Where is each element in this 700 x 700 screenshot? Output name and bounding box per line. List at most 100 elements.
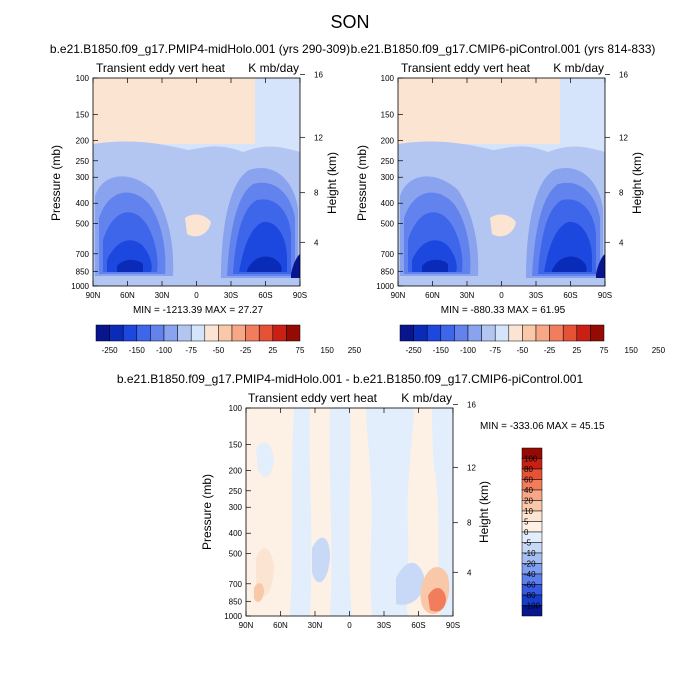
colorbar-swatch	[549, 324, 564, 342]
y-tick-label: 200	[381, 137, 395, 146]
y-tick-label: 500	[229, 549, 243, 558]
x-tick-label: 90N	[86, 291, 101, 300]
x-tick-label: 30N	[308, 621, 323, 630]
panel-3-ticks	[245, 404, 458, 617]
x-tick-label: 60N	[273, 621, 288, 630]
x-tick-label: 60S	[563, 291, 577, 300]
colorbar-swatch	[522, 324, 537, 342]
x-tick-label: 90S	[446, 621, 460, 630]
x-tick-label: 0	[347, 621, 352, 630]
colorbar-swatch	[245, 324, 260, 342]
y-right-tick-label: 16	[314, 71, 323, 80]
colorbar-label: -20	[524, 560, 536, 569]
y-tick-label: 250	[76, 157, 90, 166]
panel-3-title: b.e21.B1850.f09_g17.PMIP4-midHolo.001 - …	[117, 372, 584, 386]
colorbar-label: -60	[524, 581, 536, 590]
panel-1-subtitle-left: Transient eddy vert heat	[96, 61, 226, 75]
colorbar-label: -80	[524, 591, 536, 600]
colorbar-swatch	[204, 324, 219, 342]
x-tick-label: 60S	[258, 291, 272, 300]
colorbar-swatch	[109, 324, 124, 342]
y-tick-label: 700	[76, 250, 90, 259]
panel-3: b.e21.B1850.f09_g17.PMIP4-midHolo.001 - …	[117, 372, 605, 630]
panel-3-subtitle-right: K mb/day	[401, 391, 452, 405]
colorbar-label: -25	[240, 346, 252, 355]
y-tick-label: 500	[76, 219, 90, 228]
y-right-tick-label: 12	[619, 133, 628, 142]
y-right-tick-label: 4	[619, 238, 624, 247]
x-tick-label: 30S	[224, 291, 238, 300]
panel-3-stats: MIN = -333.06 MAX = 45.15	[480, 421, 605, 432]
x-tick-label: 30N	[460, 291, 475, 300]
colorbar-swatch	[576, 324, 591, 342]
y-tick-label: 250	[381, 157, 395, 166]
x-tick-label: 60N	[425, 291, 440, 300]
colorbar-label: 5	[524, 518, 529, 527]
panel-2-subtitle-left: Transient eddy vert heat	[401, 61, 531, 75]
colorbar-swatch	[590, 324, 605, 342]
x-tick-label: 30N	[155, 291, 170, 300]
colorbar-label: 100	[524, 455, 538, 464]
colorbar-label: -250	[406, 346, 423, 355]
y-tick-label: 100	[229, 404, 243, 413]
panel-3-ylabel: Pressure (mb)	[200, 474, 214, 550]
y-tick-label: 1000	[376, 282, 394, 291]
colorbar-swatch	[258, 324, 274, 342]
colorbar-label: -75	[185, 346, 197, 355]
y-tick-label: 100	[381, 74, 395, 83]
colorbar-swatch	[163, 324, 178, 342]
colorbar-label: 60	[524, 476, 533, 485]
colorbar-swatch	[413, 324, 428, 342]
y-right-tick-label: 12	[314, 133, 323, 142]
y-tick-label: 700	[381, 250, 395, 259]
y-tick-label: 300	[76, 173, 90, 182]
colorbar-swatch	[521, 605, 543, 617]
colorbar-label: 80	[524, 465, 533, 474]
colorbar-swatch	[177, 324, 192, 342]
colorbar-label: -40	[524, 570, 536, 579]
x-tick-label: 60S	[411, 621, 425, 630]
colorbar-label: 150	[625, 346, 639, 355]
colorbar-label: -150	[433, 346, 450, 355]
colorbar-label: -50	[517, 346, 529, 355]
colorbar-swatch	[440, 324, 455, 342]
colorbar-label: 0	[524, 528, 529, 537]
panel-2-ylabel: Pressure (mb)	[355, 145, 369, 221]
colorbar-swatch	[562, 324, 578, 342]
colorbar-label: -100	[156, 346, 173, 355]
colorbar-label: -25	[544, 346, 556, 355]
x-tick-label: 30S	[377, 621, 391, 630]
y-tick-label: 100	[76, 74, 90, 83]
colorbar-label: 10	[524, 507, 533, 516]
page-title: SON	[330, 12, 369, 32]
colorbar-swatch	[454, 324, 469, 342]
colorbar-swatch	[399, 324, 414, 342]
colorbar-swatch	[426, 324, 442, 342]
panel-2-subtitle-right: K mb/day	[553, 61, 604, 75]
y-tick-label: 500	[381, 219, 395, 228]
colorbar-label: 20	[524, 497, 533, 506]
y-tick-label: 300	[381, 173, 395, 182]
y-tick-label: 400	[76, 199, 90, 208]
colorbar-swatch	[190, 324, 206, 342]
colorbar-label: 75	[296, 346, 305, 355]
colorbar-label: -100	[524, 602, 541, 611]
y-right-tick-label: 8	[467, 519, 472, 528]
colorbar-label: 250	[652, 346, 666, 355]
y-right-tick-label: 16	[467, 401, 476, 410]
y-right-tick-label: 8	[314, 189, 319, 198]
panel-1-title: b.e21.B1850.f09_g17.PMIP4-midHolo.001 (y…	[50, 42, 350, 56]
y-right-tick-label: 8	[619, 189, 624, 198]
colorbar-swatch	[136, 324, 151, 342]
panel-1-stats: MIN = -1213.39 MAX = 27.27	[133, 305, 264, 316]
x-tick-label: 90S	[598, 291, 612, 300]
y-right-tick-label: 16	[619, 71, 628, 80]
x-tick-label: 30S	[529, 291, 543, 300]
panel-2-stats: MIN = -880.33 MAX = 61.95	[441, 305, 566, 316]
panel-1: b.e21.B1850.f09_g17.PMIP4-midHolo.001 (y…	[49, 42, 362, 355]
colorbar-label: -150	[129, 346, 146, 355]
colorbar-swatch	[508, 324, 523, 342]
y-tick-label: 850	[229, 597, 243, 606]
panel-3-subtitle-left: Transient eddy vert heat	[248, 391, 378, 405]
